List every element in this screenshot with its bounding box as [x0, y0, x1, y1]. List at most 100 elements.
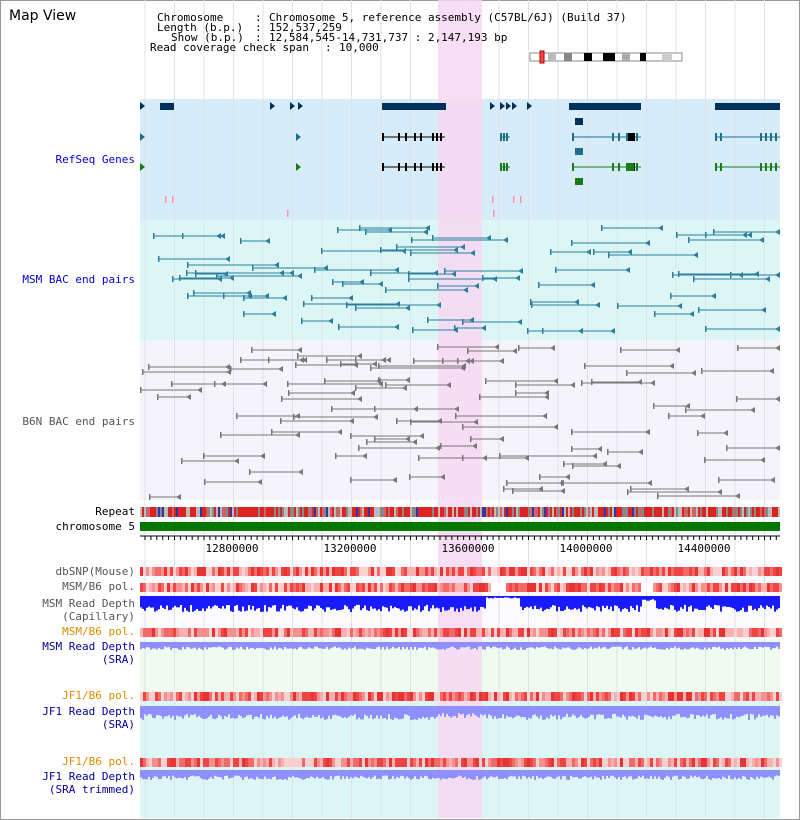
depth-bar	[236, 596, 238, 605]
repeat-segment	[418, 507, 420, 517]
heat-cell	[458, 567, 461, 576]
bac-end	[372, 361, 377, 367]
repeat-segment	[278, 507, 280, 517]
heat-cell	[569, 567, 572, 576]
heat-cell	[452, 758, 455, 767]
depth-bar	[294, 596, 296, 610]
depth-bar	[360, 596, 362, 611]
gene-arrow	[140, 133, 145, 141]
repeat-segment	[728, 507, 730, 517]
depth-bar	[166, 706, 168, 717]
depth-bar	[310, 770, 312, 777]
chromosome-ideogram[interactable]	[529, 50, 683, 64]
heat-cell	[758, 758, 761, 767]
track-label-refseq-genes[interactable]: RefSeq Genes	[55, 153, 135, 166]
heat-cell	[767, 628, 770, 637]
heat-cell	[617, 628, 620, 637]
repeat-segment	[706, 507, 708, 517]
depth-bar	[654, 642, 656, 648]
repeat-segment	[736, 507, 738, 517]
depth-bar	[188, 770, 190, 778]
heat-cell	[293, 758, 296, 767]
depth-bar	[280, 770, 282, 780]
heat-cell	[692, 583, 695, 592]
gene-tick	[492, 196, 494, 203]
depth-bar	[744, 596, 746, 612]
heat-cell	[686, 628, 689, 637]
heat-cell	[338, 628, 341, 637]
depth-bar	[466, 642, 468, 647]
bac-end	[584, 363, 586, 369]
depth-bar	[588, 596, 590, 607]
depth-bar	[242, 642, 244, 649]
depth-bar	[270, 770, 272, 780]
depth-bar	[352, 770, 354, 779]
repeat-segment	[438, 507, 440, 517]
depth-bar	[606, 596, 608, 606]
depth-bar	[722, 706, 724, 720]
heat-cell	[395, 692, 398, 701]
heat-cell	[602, 758, 605, 767]
depth-bar	[626, 770, 628, 779]
heat-cell	[353, 692, 356, 701]
bac-end	[570, 382, 575, 388]
depth-bar	[362, 596, 364, 609]
heat-cell	[668, 567, 671, 576]
depth-bar	[314, 642, 316, 647]
depth-bar	[582, 596, 584, 606]
depth-bar	[304, 596, 306, 609]
depth-bar	[342, 770, 344, 777]
heat-cell	[308, 758, 311, 767]
depth-bar	[158, 642, 160, 648]
depth-bar	[572, 596, 574, 610]
depth-bar	[412, 706, 414, 720]
heat-cell	[470, 758, 473, 767]
depth-bar	[270, 596, 272, 608]
depth-bar	[442, 642, 444, 649]
ideogram-position-marker[interactable]	[539, 50, 545, 64]
depth-bar	[532, 706, 534, 716]
heat-cell	[707, 758, 710, 767]
exon	[612, 133, 614, 141]
depth-bar	[714, 596, 716, 605]
depth-bar	[324, 770, 326, 779]
heat-cell	[233, 583, 236, 592]
bac-end	[437, 344, 439, 350]
heat-cell	[371, 567, 374, 576]
repeat-segment	[344, 507, 346, 517]
axis-tick-label: 12800000	[206, 542, 259, 555]
heat-cell	[203, 628, 206, 637]
track-label-msm-bac[interactable]: MSM BAC end pairs	[22, 273, 135, 286]
heat-cell	[650, 692, 653, 701]
depth-bar	[428, 706, 430, 720]
depth-bar	[196, 706, 198, 718]
heat-cell	[470, 583, 473, 592]
repeat-segment	[386, 507, 388, 517]
depth-bar	[556, 596, 558, 612]
heat-cell	[521, 628, 524, 637]
bac-end	[186, 394, 191, 400]
heat-cell	[224, 628, 227, 637]
depth-bar	[276, 596, 278, 612]
depth-bar	[738, 770, 740, 778]
heat-cell	[527, 567, 530, 576]
exon	[770, 163, 772, 171]
depth-bar	[768, 596, 770, 607]
heat-cell	[425, 758, 428, 767]
track-label-b6n-bac[interactable]: B6N BAC end pairs	[22, 415, 135, 428]
depth-bar	[728, 706, 730, 719]
heat-cell	[239, 583, 242, 592]
heat-cell	[401, 583, 404, 592]
heat-cell	[596, 583, 599, 592]
depth-bar	[180, 770, 182, 779]
bac-end	[750, 407, 755, 413]
bac-end	[672, 272, 674, 278]
depth-bar	[334, 706, 336, 715]
depth-bar	[542, 770, 544, 780]
depth-bar	[228, 770, 230, 779]
heat-cell	[680, 567, 683, 576]
repeat-segment	[314, 507, 316, 517]
repeat-segment	[612, 507, 614, 517]
depth-bar	[646, 706, 648, 715]
